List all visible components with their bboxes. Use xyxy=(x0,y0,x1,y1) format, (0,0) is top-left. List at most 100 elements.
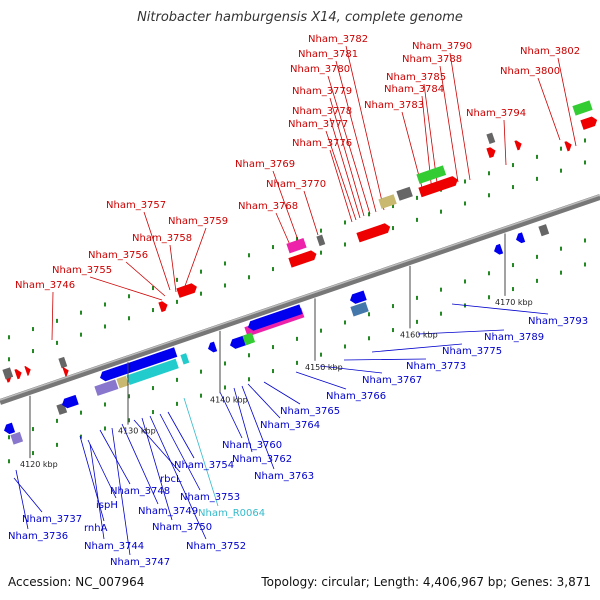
gene-feature[interactable] xyxy=(316,234,326,247)
gene-feature[interactable] xyxy=(2,422,16,436)
gene-label[interactable]: ispH xyxy=(96,500,118,511)
gene-feature[interactable] xyxy=(158,300,169,313)
gene-label[interactable]: rbcL xyxy=(160,474,182,485)
leader-line xyxy=(184,227,207,287)
gene-feature[interactable] xyxy=(62,366,70,377)
gene-label[interactable]: Nham_3768 xyxy=(238,201,298,212)
gene-feature[interactable] xyxy=(24,365,32,376)
gene-label[interactable]: Nham_3736 xyxy=(8,531,68,542)
track-tick-mark xyxy=(368,336,370,341)
gene-feature[interactable] xyxy=(356,222,391,243)
gene-label[interactable]: Nham_3766 xyxy=(326,391,386,402)
gene-label[interactable]: Nham_R0064 xyxy=(198,508,265,519)
gene-feature[interactable] xyxy=(94,379,119,396)
gene-label[interactable]: Nham_3749 xyxy=(138,506,198,517)
gene-label[interactable]: Nham_3758 xyxy=(132,233,192,244)
gene-feature[interactable] xyxy=(98,347,178,382)
gene-feature[interactable] xyxy=(486,132,496,144)
gene-label[interactable]: Nham_3770 xyxy=(266,179,326,190)
gene-label[interactable]: Nham_3762 xyxy=(232,454,292,465)
track-tick-mark xyxy=(440,287,442,292)
gene-label[interactable]: Nham_3746 xyxy=(15,280,75,291)
gene-label[interactable]: Nham_3769 xyxy=(235,159,295,170)
gene-label[interactable]: Nham_3756 xyxy=(88,250,148,261)
track-tick-mark xyxy=(128,418,130,423)
gene-label[interactable]: Nham_3783 xyxy=(364,100,424,111)
gene-feature[interactable] xyxy=(350,301,369,317)
leader-line xyxy=(99,429,131,485)
track-tick-mark xyxy=(272,345,274,350)
gene-label[interactable]: rnhA xyxy=(84,523,108,534)
gene-label[interactable]: Nham_3780 xyxy=(290,64,350,75)
gene-feature[interactable] xyxy=(286,238,307,254)
gene-label[interactable]: Nham_3800 xyxy=(500,66,560,77)
gene-label[interactable]: Nham_3752 xyxy=(186,541,246,552)
genome-summary-text: Topology: circular; Length: 4,406,967 bp… xyxy=(261,575,591,589)
gene-feature[interactable] xyxy=(564,140,573,152)
gene-label[interactable]: Nham_3773 xyxy=(406,361,466,372)
gene-feature[interactable] xyxy=(416,165,447,184)
gene-label[interactable]: Nham_3744 xyxy=(84,541,144,552)
leader-line xyxy=(89,276,163,301)
gene-feature[interactable] xyxy=(14,368,23,380)
leader-line xyxy=(345,45,385,211)
gene-label[interactable]: Nham_3793 xyxy=(528,316,588,327)
gene-label[interactable]: Nham_3765 xyxy=(280,406,340,417)
gene-feature[interactable] xyxy=(572,100,593,116)
gene-feature[interactable] xyxy=(242,332,256,346)
gene-feature[interactable] xyxy=(396,186,413,201)
gene-feature[interactable] xyxy=(492,243,504,256)
gene-feature[interactable] xyxy=(348,290,367,306)
gene-feature[interactable] xyxy=(514,139,523,151)
gene-label[interactable]: Nham_3790 xyxy=(412,41,472,52)
track-tick-mark xyxy=(56,340,58,345)
gene-label[interactable]: Nham_3782 xyxy=(308,34,368,45)
gene-feature[interactable] xyxy=(378,194,397,209)
gene-feature[interactable] xyxy=(60,394,79,410)
gene-label[interactable]: Nham_3802 xyxy=(520,46,580,57)
gene-label[interactable]: Nham_3779 xyxy=(292,86,352,97)
gene-feature[interactable] xyxy=(580,115,598,130)
leader-line xyxy=(167,411,195,459)
gene-label[interactable]: Nham_3777 xyxy=(288,119,348,130)
gene-label[interactable]: Nham_3764 xyxy=(260,420,320,431)
gene-label[interactable]: Nham_3750 xyxy=(152,522,212,533)
track-tick-mark xyxy=(176,277,178,282)
gene-label[interactable]: Nham_3775 xyxy=(442,346,502,357)
gene-label[interactable]: Nham_3778 xyxy=(292,106,352,117)
track-tick-mark xyxy=(344,242,346,247)
gene-feature[interactable] xyxy=(176,282,198,298)
gene-label[interactable]: Nham_3781 xyxy=(298,49,358,60)
gene-label[interactable]: Nham_3784 xyxy=(384,84,444,95)
gene-feature[interactable] xyxy=(288,249,318,268)
gene-label[interactable]: Nham_3788 xyxy=(402,54,462,65)
gene-feature[interactable] xyxy=(2,367,14,380)
gene-feature[interactable] xyxy=(486,146,497,158)
gene-feature[interactable] xyxy=(538,224,550,237)
gene-label[interactable]: Nham_3789 xyxy=(484,332,544,343)
gene-label[interactable]: Nham_3760 xyxy=(222,440,282,451)
gene-label[interactable]: Nham_3754 xyxy=(174,460,234,471)
gene-feature[interactable] xyxy=(58,356,68,369)
gene-feature[interactable] xyxy=(126,358,179,385)
gene-label[interactable]: Nham_3763 xyxy=(254,471,314,482)
gene-label[interactable]: Nham_3785 xyxy=(386,72,446,83)
gene-feature[interactable] xyxy=(246,304,303,332)
gene-label[interactable]: Nham_3755 xyxy=(52,265,112,276)
gene-feature[interactable] xyxy=(116,375,130,389)
gene-label[interactable]: Nham_3747 xyxy=(110,557,170,568)
gene-feature[interactable] xyxy=(10,431,24,445)
gene-label[interactable]: Nham_3737 xyxy=(22,514,82,525)
gene-label[interactable]: Nham_3757 xyxy=(106,200,166,211)
gene-feature[interactable] xyxy=(180,353,190,365)
gene-feature[interactable] xyxy=(206,341,218,354)
gene-label[interactable]: Nham_3794 xyxy=(466,108,526,119)
gene-label[interactable]: Nham_3748 xyxy=(110,486,170,497)
gene-label[interactable]: Nham_3767 xyxy=(362,375,422,386)
gene-label[interactable]: Nham_3759 xyxy=(168,216,228,227)
gene-feature[interactable] xyxy=(514,232,526,244)
gene-feature[interactable] xyxy=(418,175,459,198)
gene-label[interactable]: Nham_3776 xyxy=(292,138,352,149)
gene-label[interactable]: Nham_3753 xyxy=(180,492,240,503)
